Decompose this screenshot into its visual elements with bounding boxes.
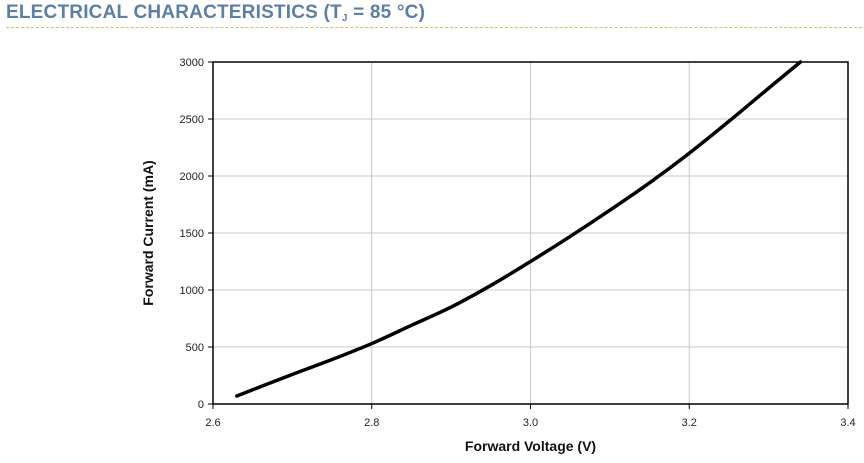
x-tick-label: 2.8	[364, 417, 379, 429]
y-tick-label: 1000	[180, 285, 204, 297]
y-tick-label: 3000	[180, 57, 204, 69]
x-tick-label: 3.4	[840, 417, 855, 429]
y-tick-label: 2500	[180, 114, 204, 126]
y-tick-label: 1500	[180, 228, 204, 240]
y-tick-label: 0	[198, 399, 204, 411]
section-title: ELECTRICAL CHARACTERISTICS (TJ = 85 °C)	[6, 2, 425, 24]
y-axis-label: Forward Current (mA)	[140, 160, 156, 305]
x-tick-label: 3.0	[523, 417, 538, 429]
section-title-prefix: ELECTRICAL CHARACTERISTICS (T	[6, 2, 342, 23]
x-axis-label: Forward Voltage (V)	[465, 438, 596, 454]
grid-layer	[212, 61, 849, 405]
header-divider	[6, 27, 862, 28]
section-title-suffix: = 85 °C)	[347, 2, 426, 23]
y-tick-label: 2000	[180, 171, 204, 183]
section-title-subscript: J	[341, 13, 348, 24]
y-tick-label: 500	[186, 342, 204, 354]
x-tick-label: 2.6	[205, 417, 220, 429]
series-line	[235, 60, 803, 398]
series-layer	[235, 60, 803, 398]
x-tick-label: 3.2	[682, 417, 697, 429]
tick-layer: 2.6 2.8 3.0 3.2 3.4 0 500 1000 1500 2000 2500 3000	[180, 57, 856, 429]
